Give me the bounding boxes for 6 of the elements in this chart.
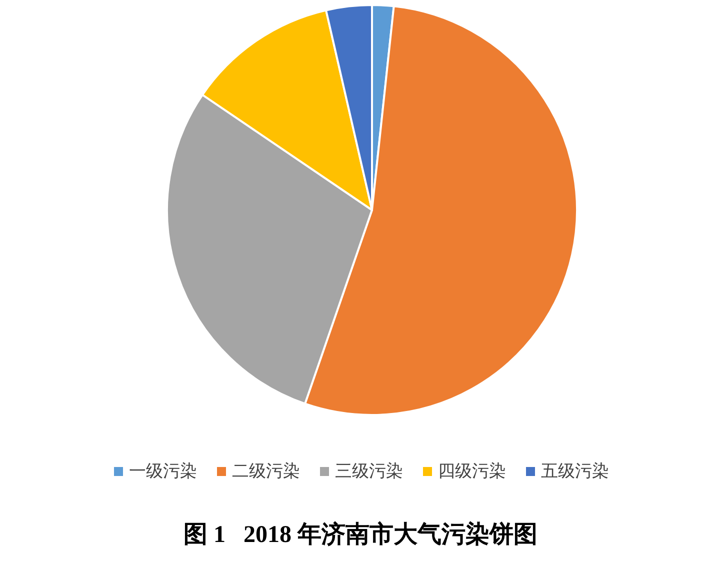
legend-label: 五级污染 [541,462,609,482]
legend-label: 一级污染 [129,462,197,482]
legend-label: 三级污染 [335,462,403,482]
legend-label: 二级污染 [232,462,300,482]
legend-label: 四级污染 [438,462,506,482]
text: 图 1 2018 年济南市大气污染饼图 [184,521,538,548]
